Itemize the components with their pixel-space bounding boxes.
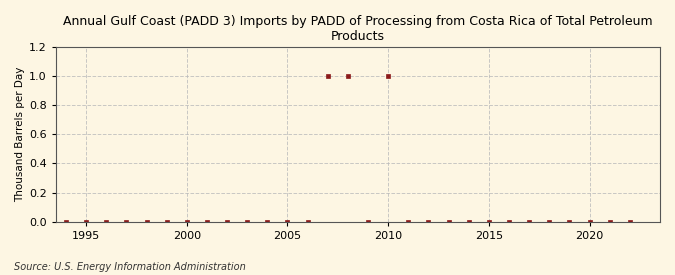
Text: Source: U.S. Energy Information Administration: Source: U.S. Energy Information Administ… — [14, 262, 245, 272]
Title: Annual Gulf Coast (PADD 3) Imports by PADD of Processing from Costa Rica of Tota: Annual Gulf Coast (PADD 3) Imports by PA… — [63, 15, 653, 43]
Y-axis label: Thousand Barrels per Day: Thousand Barrels per Day — [15, 67, 25, 202]
